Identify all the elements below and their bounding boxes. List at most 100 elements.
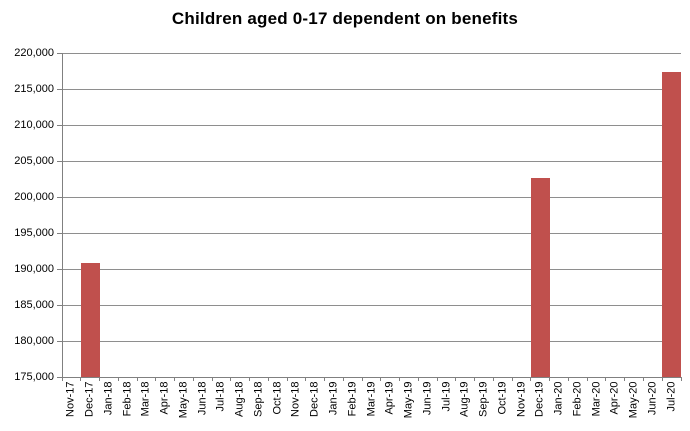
- x-axis-tick-label: Jul-19: [440, 381, 453, 412]
- y-axis-tick-label: 175,000: [14, 371, 54, 383]
- x-axis-tick-label: Sep-19: [477, 381, 490, 417]
- gridline: [62, 196, 681, 198]
- y-axis-tick-label: 200,000: [14, 191, 54, 203]
- gridline: [62, 160, 681, 162]
- x-axis-tick-label: Jul-20: [665, 381, 678, 412]
- y-axis-tick: [57, 196, 62, 198]
- gridline: [62, 232, 681, 234]
- y-axis-line: [62, 53, 63, 377]
- x-axis-tick: [249, 377, 251, 381]
- x-axis-tick-label: May-20: [627, 381, 640, 419]
- x-axis-tick-label: Feb-19: [346, 381, 359, 417]
- x-axis-tick-label: Jun-18: [196, 381, 209, 416]
- gridline: [62, 52, 681, 54]
- y-axis-tick-label: 185,000: [14, 299, 54, 311]
- y-axis-tick: [57, 160, 62, 162]
- x-axis-tick-label: May-18: [177, 381, 190, 419]
- x-axis-tick: [680, 377, 682, 381]
- x-axis-tick-label: Aug-19: [458, 381, 471, 417]
- x-axis-tick-label: Mar-20: [590, 381, 603, 417]
- y-axis-tick: [57, 52, 62, 54]
- x-axis-tick: [80, 377, 82, 381]
- x-axis-tick-label: Sep-18: [252, 381, 265, 417]
- x-axis-tick: [661, 377, 663, 381]
- gridline: [62, 88, 681, 90]
- x-axis-tick: [324, 377, 326, 381]
- y-axis-tick: [57, 124, 62, 126]
- x-axis-tick: [174, 377, 176, 381]
- x-axis-tick: [117, 377, 119, 381]
- x-axis-tick: [361, 377, 363, 381]
- x-axis-tick: [474, 377, 476, 381]
- x-axis-tick: [380, 377, 382, 381]
- x-axis-tick: [399, 377, 401, 381]
- y-axis-tick-label: 190,000: [14, 263, 54, 275]
- x-axis-tick-label: Jan-19: [327, 381, 340, 416]
- y-axis-tick: [57, 340, 62, 342]
- x-axis-tick-label: Aug-18: [233, 381, 246, 417]
- x-axis-tick: [211, 377, 213, 381]
- x-axis-tick-label: Nov-19: [515, 381, 528, 417]
- y-axis-tick-label: 195,000: [14, 227, 54, 239]
- x-axis-tick-label: Apr-20: [608, 381, 621, 415]
- x-axis-tick-label: Feb-18: [121, 381, 134, 417]
- x-axis-tick: [492, 377, 494, 381]
- y-axis-tick: [57, 232, 62, 234]
- x-axis-tick-label: Jul-18: [214, 381, 227, 412]
- bar-dec-17: [80, 262, 100, 377]
- x-axis-tick: [605, 377, 607, 381]
- y-axis-tick: [57, 88, 62, 90]
- x-axis-tick: [511, 377, 513, 381]
- x-axis-tick-label: Dec-18: [308, 381, 321, 417]
- y-axis-tick-label: 210,000: [14, 119, 54, 131]
- x-axis-tick-label: Nov-18: [289, 381, 302, 417]
- x-axis-tick: [624, 377, 626, 381]
- x-axis-tick-label: Apr-19: [383, 381, 396, 415]
- x-axis-tick: [155, 377, 157, 381]
- x-axis-line: [62, 376, 681, 378]
- x-axis-tick: [136, 377, 138, 381]
- x-axis-tick: [642, 377, 644, 381]
- y-axis-tick: [57, 304, 62, 306]
- x-axis-tick-label: Jun-19: [421, 381, 434, 416]
- x-axis-tick-label: Dec-17: [83, 381, 96, 417]
- x-axis-tick: [549, 377, 551, 381]
- x-axis-tick-label: Jan-20: [552, 381, 565, 416]
- x-axis-tick: [417, 377, 419, 381]
- x-axis-tick-label: Oct-19: [496, 381, 509, 415]
- x-axis-tick: [305, 377, 307, 381]
- x-axis-tick-label: Apr-18: [158, 381, 171, 415]
- y-axis-tick: [57, 376, 62, 378]
- bar-dec-19: [530, 177, 550, 377]
- x-axis-tick: [530, 377, 532, 381]
- x-axis-tick: [342, 377, 344, 381]
- x-axis-tick: [99, 377, 100, 381]
- gridline: [62, 340, 681, 342]
- x-axis-tick-label: Feb-20: [571, 381, 584, 417]
- x-axis-tick-label: Nov-17: [64, 381, 77, 417]
- x-axis-tick: [267, 377, 269, 381]
- x-axis-tick: [192, 377, 194, 381]
- x-axis-tick-label: Mar-18: [139, 381, 152, 417]
- x-axis-tick: [286, 377, 288, 381]
- x-axis-tick: [586, 377, 588, 381]
- bar-jul-20: [662, 71, 681, 377]
- chart-title: Children aged 0-17 dependent on benefits: [171, 9, 519, 28]
- gridline: [62, 268, 681, 270]
- gridline: [62, 304, 681, 306]
- x-axis-tick: [455, 377, 457, 381]
- x-axis-tick-label: Jun-20: [646, 381, 659, 416]
- x-axis-tick-label: May-19: [402, 381, 415, 419]
- x-axis-tick: [567, 377, 569, 381]
- gridline: [62, 124, 681, 126]
- x-axis-tick-label: Jan-18: [102, 381, 115, 416]
- y-axis-tick-label: 220,000: [14, 47, 54, 59]
- x-axis-tick-label: Mar-19: [365, 381, 377, 417]
- x-axis-tick-label: Oct-18: [271, 381, 284, 415]
- x-axis-tick-label: Dec-19: [533, 381, 546, 417]
- x-axis-tick: [436, 377, 438, 381]
- y-axis-tick-label: 180,000: [14, 335, 54, 347]
- y-axis-tick-label: 205,000: [14, 155, 54, 167]
- y-axis-tick: [57, 268, 62, 270]
